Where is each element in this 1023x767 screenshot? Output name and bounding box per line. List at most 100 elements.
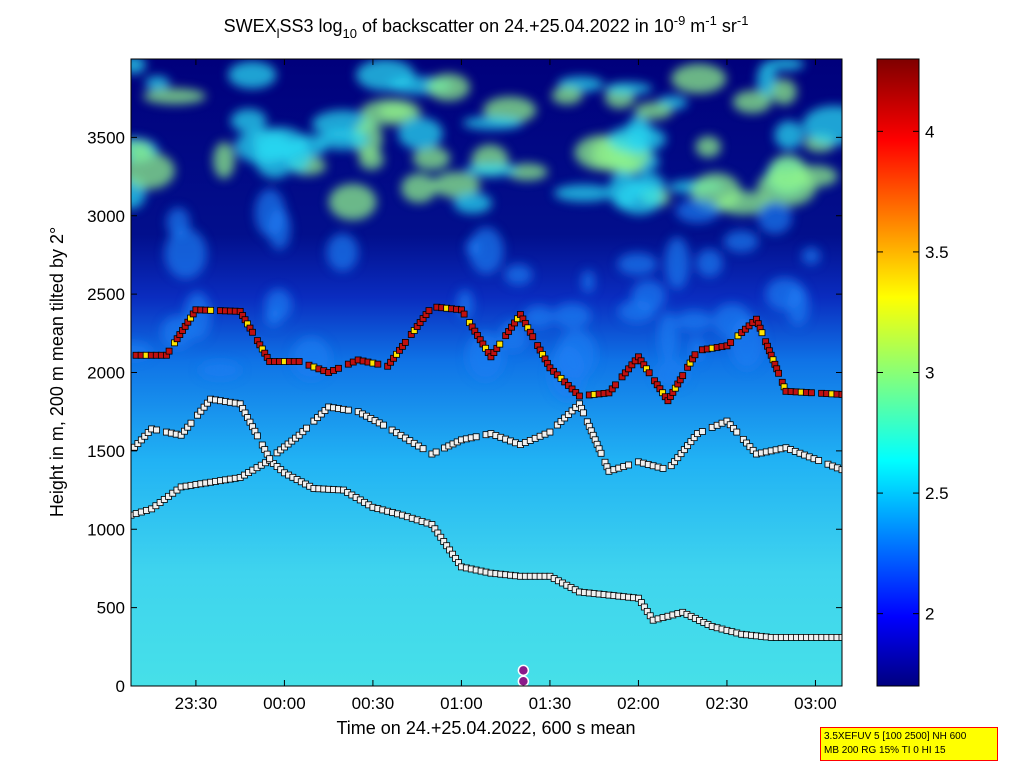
cloud-blob: [616, 180, 663, 215]
x-tick-label: 23:30: [175, 694, 218, 713]
layer-marker: [321, 407, 329, 414]
layer-marker: [561, 414, 569, 422]
y-tick-label: 2500: [87, 285, 125, 304]
cloud-blob: [554, 184, 614, 202]
layer-marker: [758, 329, 766, 337]
cloud-blob: [164, 228, 207, 279]
x-axis: 23:30 00:00 00:30 01:00 01:30 02:00 02:30 03:00: [175, 59, 837, 713]
layer-marker: [141, 432, 149, 440]
settings-box: 3.5XEFUV 5 [100 2500] NH 600 MB 200 RG 1…: [820, 727, 998, 761]
cloud-blob: [412, 146, 451, 171]
cloud-blob: [696, 249, 723, 278]
cloud-blob: [234, 128, 295, 164]
cloud-blob: [360, 98, 422, 126]
cloud-blob: [453, 192, 492, 214]
cloud-blobs: [131, 59, 842, 401]
y-tick-label: 3500: [87, 128, 125, 147]
cloud-blob: [802, 105, 842, 145]
cloud-base-marker: [517, 675, 530, 686]
layer-marker: [727, 339, 735, 346]
layer-marker: [568, 407, 576, 415]
x-tick-label: 01:00: [440, 694, 483, 713]
cloud-blob: [228, 61, 277, 89]
layer-marker: [579, 409, 587, 417]
cloud-blob: [265, 288, 292, 321]
cloud-blob: [770, 78, 797, 105]
cloud-blob: [213, 141, 235, 179]
colorbar: 2 2.5 3 3.5 4: [876, 58, 949, 687]
layer-marker: [572, 389, 580, 396]
cloud-blob: [166, 207, 190, 238]
cloud-blob: [401, 173, 437, 203]
y-axis: 0 500 1000 1500 2000 2500 3000 3500: [87, 128, 842, 696]
layer-marker: [153, 426, 160, 434]
cloud-blob: [506, 163, 548, 181]
cloud-blob: [695, 136, 722, 158]
layer-markers: [131, 303, 842, 686]
y-tick-label: 1500: [87, 442, 125, 461]
cloud-blob: [144, 75, 170, 91]
cloud-blob: [675, 311, 713, 332]
cloud-blob: [671, 63, 727, 94]
x-tick-label: 02:30: [706, 694, 749, 713]
colorbar-tick-label: 2: [925, 605, 934, 624]
layer-marker: [419, 445, 427, 453]
cloud-blob: [801, 247, 821, 265]
layer-marker: [144, 429, 152, 436]
layer-marker: [546, 364, 554, 372]
cloud-base-marker: [517, 664, 530, 677]
layer-marker: [529, 333, 537, 341]
x-tick-label: 00:30: [352, 694, 395, 713]
layer-marker: [380, 421, 387, 429]
cloud-blob: [317, 129, 370, 150]
cloud-blob: [675, 198, 720, 224]
layer-marker: [303, 424, 310, 432]
layer-marker: [472, 433, 480, 441]
layer-marker: [561, 378, 569, 386]
cloud-blob: [634, 102, 673, 120]
layer-marker: [310, 417, 318, 425]
layer-marker: [207, 306, 215, 314]
layer-marker: [557, 374, 565, 382]
colorbar-gradient: [876, 58, 920, 687]
colorbar-tick-label: 3.5: [925, 243, 949, 262]
cloud-blob: [617, 252, 658, 276]
layer-marker: [815, 457, 823, 464]
chart-title: SWEXlSS3 log10 of backscatter on 24.+25.…: [224, 13, 749, 41]
colorbar-ticks: 2 2.5 3 3.5 4: [877, 122, 949, 624]
layer-marker: [557, 418, 565, 425]
cloud-blob: [618, 160, 643, 174]
layer-marker: [299, 428, 307, 436]
cloud-blob: [774, 120, 804, 150]
cloud-blob: [268, 208, 291, 250]
x-tick-label: 03:00: [794, 694, 837, 713]
cloud-blob: [658, 312, 679, 363]
layer-marker: [335, 364, 342, 372]
layer-marker: [137, 436, 145, 444]
layer-marker: [679, 372, 687, 380]
layer-marker: [432, 448, 440, 456]
cloud-blob: [712, 303, 752, 339]
cloud-blob: [230, 108, 267, 133]
layer-marker: [645, 369, 653, 377]
cloud-blob: [607, 125, 667, 153]
x-tick-label: 00:00: [263, 694, 306, 713]
layer-marker: [374, 360, 382, 368]
x-axis-label: Time on 24.+25.04.2022, 600 s mean: [336, 718, 635, 738]
layer-marker: [625, 461, 633, 469]
cloud-blob: [469, 227, 504, 275]
layer-marker: [134, 440, 142, 447]
layer-marker: [546, 428, 554, 436]
x-tick-label: 02:00: [617, 694, 660, 713]
cloud-blob: [397, 117, 443, 150]
colorbar-tick-label: 3: [925, 364, 934, 383]
cloud-blob: [432, 171, 481, 199]
layer-marker: [460, 310, 468, 318]
cloud-blob: [131, 59, 146, 75]
cloud-blob: [787, 285, 810, 326]
cloud-blob: [581, 270, 595, 294]
layer-marker: [698, 428, 706, 435]
layer-marker: [550, 367, 558, 375]
cloud-blob: [604, 82, 653, 95]
